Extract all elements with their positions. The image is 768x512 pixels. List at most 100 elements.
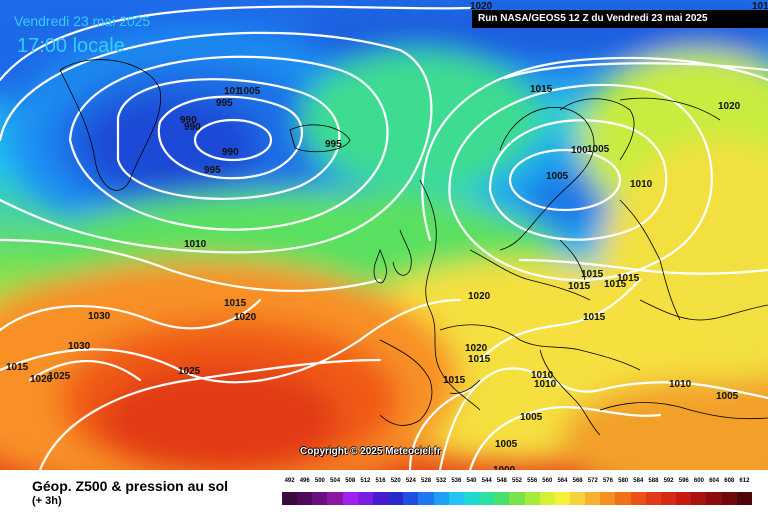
scale-swatch [569,492,586,505]
isobar-label: 1015 [530,84,553,95]
forecast-date: Vendredi 23 mai 2025 [14,13,151,29]
isobar-label: 1010 [669,379,692,390]
isobar-label: 995 [204,165,221,176]
scale-swatch [297,492,313,505]
scale-swatch [372,492,389,505]
scale-tick-label: 500 [314,478,325,484]
scale-swatch [509,492,525,505]
isobar-label: 1010 [531,370,554,381]
scale-swatch [312,492,328,505]
color-scale-labels: 492 496 500 504 508 512 516 520 524 528 532 536 540 5… [282,478,752,490]
scale-swatch [342,492,358,505]
scale-swatch [736,492,752,505]
scale-swatch [706,492,722,505]
scale-tick-label: 536 [451,478,462,484]
isobar-label: 1015 [568,281,591,292]
isobar-lines [0,5,768,470]
geopotential-map [0,0,768,470]
isobar-label: 1005 [520,412,543,423]
scale-tick-label: 572 [587,478,598,484]
scale-swatch [600,492,616,505]
isobar-label: 1020 [234,312,257,323]
isobar-label: 1005 [546,171,569,182]
isobar-label: 1010 [534,379,557,390]
scale-swatch [388,492,404,505]
legend-subtitle: (+ 3h) [32,495,62,507]
scale-tick-label: 596 [678,478,689,484]
coastlines-and-borders [59,59,768,436]
scale-swatch [615,492,631,505]
color-scale: 492 496 500 504 508 512 516 520 524 528 532 536 540 5… [282,478,752,508]
scale-tick-label: 516 [375,478,386,484]
scale-swatch [630,492,646,505]
scale-tick-label: 580 [618,478,629,484]
scale-swatch [327,492,343,505]
isobar-label: 990 [180,115,197,126]
scale-tick-label: 588 [648,478,659,484]
scale-tick-label: 600 [693,478,704,484]
scale-swatch [524,492,540,505]
scale-swatch [539,492,555,505]
scale-tick-label: 568 [572,478,583,484]
isobar-label: 1020 [30,374,53,385]
copyright-text: Copyright © 2025 Meteociel.fr [300,446,441,457]
scale-swatch [494,492,510,505]
isobar-label: 1005 [495,439,518,450]
scale-tick-label: 528 [421,478,432,484]
isobar-label: 1015 [443,375,466,386]
scale-tick-label: 608 [724,478,735,484]
scale-swatch [463,492,480,505]
scale-tick-label: 544 [481,478,492,484]
isobar-label: 995 [216,98,233,109]
isobar-label: 1005 [716,391,739,402]
scale-swatch [357,492,373,505]
isobar-label: 1020 [470,1,493,12]
scale-swatch [479,492,495,505]
isobar-label: 1010 [630,179,653,190]
scale-swatch [691,492,707,505]
scale-tick-label: 532 [436,478,447,484]
scale-tick-label: 604 [709,478,720,484]
scale-swatch [660,492,677,505]
isobar-label: 1015 [6,362,29,373]
isobar-label: 995 [325,139,342,150]
isobar-label: 1020 [465,343,488,354]
isobar-label: 101 [752,1,768,12]
isobar-label: 101 [224,86,241,97]
isobar-label: 1010 [184,239,207,250]
scale-tick-label: 524 [405,478,416,484]
scale-swatch [418,492,434,505]
scale-tick-label: 592 [663,478,674,484]
isobar-label: 1015 [583,312,606,323]
scale-swatch [448,492,464,505]
isobar-label: 1015 [468,354,491,365]
scale-tick-label: 548 [496,478,507,484]
isobar-label: 1025 [178,366,201,377]
legend-footer: Géop. Z500 & pression au sol (+ 3h) 492 4… [0,470,768,512]
isobar-label: 1015 [617,273,640,284]
scale-tick-label: 496 [299,478,310,484]
scale-tick-label: 612 [739,478,750,484]
scale-tick-label: 564 [557,478,568,484]
scale-tick-label: 520 [390,478,401,484]
model-run-label: Run NASA/GEOS5 12 Z du Vendredi 23 mai 2… [472,10,768,28]
scale-tick-label: 492 [284,478,295,484]
isobar-label: 1020 [468,291,491,302]
isobar-label: 1030 [68,341,91,352]
forecast-local-time: 17:00 locale [17,35,125,57]
scale-swatch [433,492,449,505]
scale-swatch [676,492,692,505]
isobar-label: 1015 [224,298,247,309]
scale-swatch [282,492,298,505]
scale-swatch [721,492,737,505]
scale-tick-label: 508 [345,478,356,484]
scale-swatch [645,492,661,505]
isobar-label: 1025 [48,371,71,382]
isobar-label: 1005 [587,144,610,155]
isobar-label: 1030 [88,311,111,322]
isobar-label: 1015 [604,279,627,290]
scale-tick-label: 504 [330,478,341,484]
scale-tick-label: 576 [602,478,613,484]
scale-tick-label: 540 [466,478,477,484]
